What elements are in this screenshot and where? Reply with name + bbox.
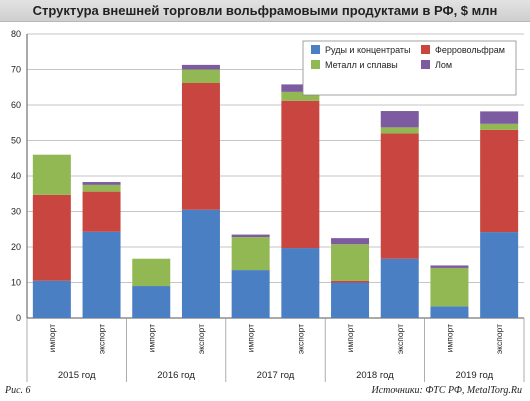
bar-segment <box>32 280 71 318</box>
group-label: 2017 год <box>257 370 295 381</box>
bar-segment <box>331 238 370 245</box>
bar-segment <box>480 111 519 124</box>
bar-segment <box>231 234 270 238</box>
bar-segment <box>331 244 370 281</box>
bar-segment <box>380 258 419 318</box>
legend-swatch <box>421 45 430 54</box>
bar-segment <box>380 127 419 134</box>
legend-label: Ферровольфрам <box>435 45 505 55</box>
group-label: 2019 год <box>455 370 493 381</box>
y-tick-label: 80 <box>11 29 21 39</box>
bar-segment <box>480 123 519 130</box>
bar-segment <box>331 282 370 318</box>
bar-segment <box>480 232 519 318</box>
bar-segment <box>430 306 469 318</box>
category-label: импорт <box>246 324 256 352</box>
bar-segment <box>82 184 121 192</box>
y-tick-label: 70 <box>11 65 21 75</box>
y-tick-label: 40 <box>11 171 21 181</box>
group-label: 2018 год <box>356 370 394 381</box>
y-tick-label: 10 <box>11 278 21 288</box>
legend-swatch <box>311 45 320 54</box>
group-label: 2016 год <box>157 370 195 381</box>
bar-segment <box>281 84 320 92</box>
title-bar: Структура внешней торговли вольфрамовыми… <box>0 0 530 22</box>
legend-label: Лом <box>435 60 452 70</box>
bar-segment <box>281 91 320 101</box>
category-label: импорт <box>444 324 454 352</box>
bar-segment <box>380 111 419 128</box>
bar-segment <box>181 64 220 70</box>
bar-segment <box>380 133 419 259</box>
source-label: Источники: ФТС РФ, MetalTorg.Ru <box>371 385 522 396</box>
bar-segment <box>430 267 469 307</box>
legend-swatch <box>421 60 430 69</box>
y-tick-label: 30 <box>11 207 21 217</box>
figure-label: Рис. 6 <box>5 385 31 396</box>
bar-segment <box>480 129 519 233</box>
bar-segment <box>181 69 220 83</box>
legend-box <box>302 40 517 96</box>
category-label: импорт <box>47 324 57 352</box>
bar-segment <box>132 258 171 287</box>
category-label: экспорт <box>395 324 405 354</box>
bar-segment <box>281 100 320 249</box>
category-label: экспорт <box>97 324 107 354</box>
bar-segment <box>82 191 121 232</box>
bar-segment <box>82 182 121 185</box>
bar-segment <box>231 237 270 271</box>
bar-segment <box>181 82 220 210</box>
stacked-bar-chart: 0 10 20 30 40 50 60 70 80 импорт экспорт импорт эксп… <box>11 29 525 382</box>
bar-segment <box>132 286 171 318</box>
category-label: импорт <box>146 324 156 352</box>
bar-segment <box>430 265 469 268</box>
legend-label: Руды и концентраты <box>325 45 411 55</box>
group-label: 2015 год <box>58 370 96 381</box>
y-tick-label: 50 <box>11 136 21 146</box>
y-tick-label: 60 <box>11 100 21 110</box>
y-tick-label: 0 <box>16 313 21 323</box>
bar-segment <box>32 194 71 281</box>
bar-segment <box>231 270 270 318</box>
bar-segment <box>82 231 121 318</box>
legend-label: Металл и сплавы <box>325 60 398 70</box>
bar-segment <box>181 209 220 318</box>
bar-segment <box>281 248 320 318</box>
category-label: экспорт <box>295 324 305 354</box>
chart-title: Структура внешней торговли вольфрамовыми… <box>32 3 498 18</box>
legend-swatch <box>311 60 320 69</box>
category-label: импорт <box>345 324 355 352</box>
y-tick-label: 20 <box>11 242 21 252</box>
category-label: экспорт <box>196 324 206 354</box>
category-label: экспорт <box>494 324 504 354</box>
bar-segment <box>32 154 71 195</box>
bar-segment <box>331 280 370 283</box>
